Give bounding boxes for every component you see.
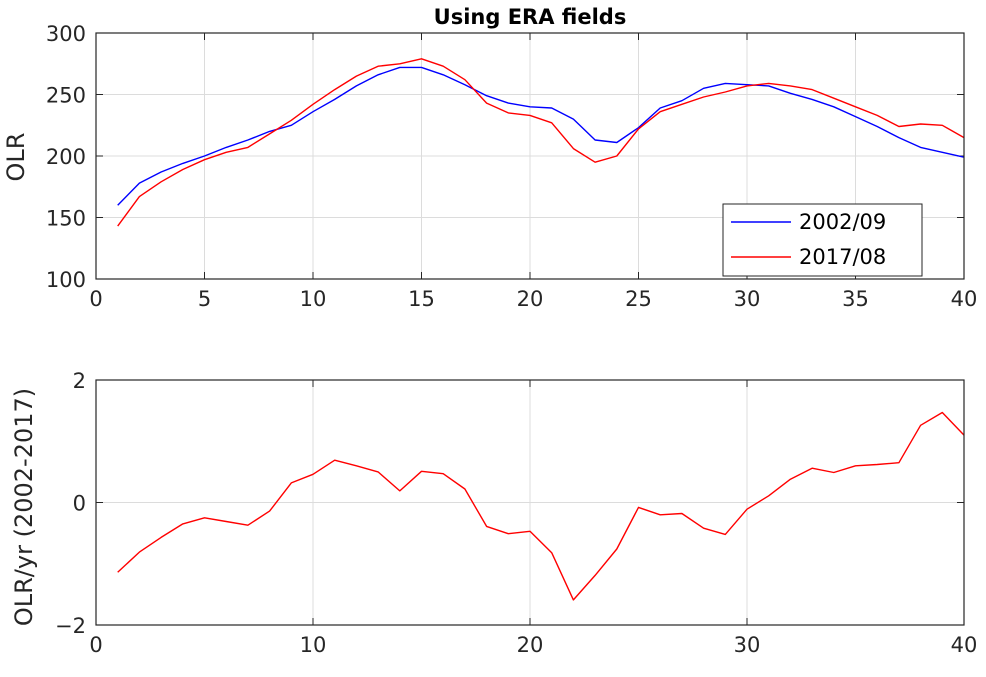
legend-label-2002-09: 2002/09 (799, 210, 886, 234)
top-panel: 0 5 10 15 20 25 30 35 40 100 150 200 250 300 (46, 22, 977, 311)
top-y-axis-label: OLR (2, 133, 30, 182)
bottom-y-axis-label: OLR/yr (2002-2017) (10, 388, 38, 626)
top-y-tick-label: 100 (46, 268, 86, 292)
top-x-tick-label: 0 (89, 287, 102, 311)
bottom-panel: 0 10 20 30 40−202 (55, 369, 977, 657)
top-series-line-2017-08 (117, 58, 965, 227)
top-x-tick-label: 20 (517, 287, 544, 311)
top-y-tick-label: 300 (46, 22, 86, 46)
top-x-tick-label: 15 (408, 287, 435, 311)
top-y-tick-label: 150 (46, 207, 86, 231)
top-x-tick-label: 5 (198, 287, 211, 311)
top-y-tick-label: 250 (46, 84, 86, 108)
bottom-x-tick-label: 10 (300, 633, 327, 657)
top-x-tick-label: 10 (300, 287, 327, 311)
top-axes-frame (95, 32, 965, 280)
bottom-y-tick-label: 2 (73, 369, 86, 393)
bottom-series-line-trend (117, 411, 965, 601)
top-x-tick-label: 35 (842, 287, 869, 311)
bottom-x-tick-label: 0 (89, 633, 102, 657)
top-x-tick-label: 25 (625, 287, 652, 311)
bottom-y-tick-label: −2 (55, 614, 86, 638)
top-x-tick-label: 40 (951, 287, 978, 311)
legend-label-2017-08: 2017/08 (799, 245, 886, 269)
bottom-x-tick-label: 20 (517, 633, 544, 657)
chart-title: Using ERA fields (434, 5, 627, 29)
bottom-axes-frame (95, 379, 965, 626)
bottom-x-tick-label: 30 (734, 633, 761, 657)
bottom-x-tick-label: 40 (951, 633, 978, 657)
top-x-tick-label: 30 (734, 287, 761, 311)
bottom-y-tick-label: 0 (73, 492, 86, 516)
legend: 2002/09 2017/08 (722, 203, 923, 277)
top-y-tick-label: 200 (46, 145, 86, 169)
legend-box (722, 203, 923, 277)
top-series-line-2002-09 (117, 66, 965, 206)
